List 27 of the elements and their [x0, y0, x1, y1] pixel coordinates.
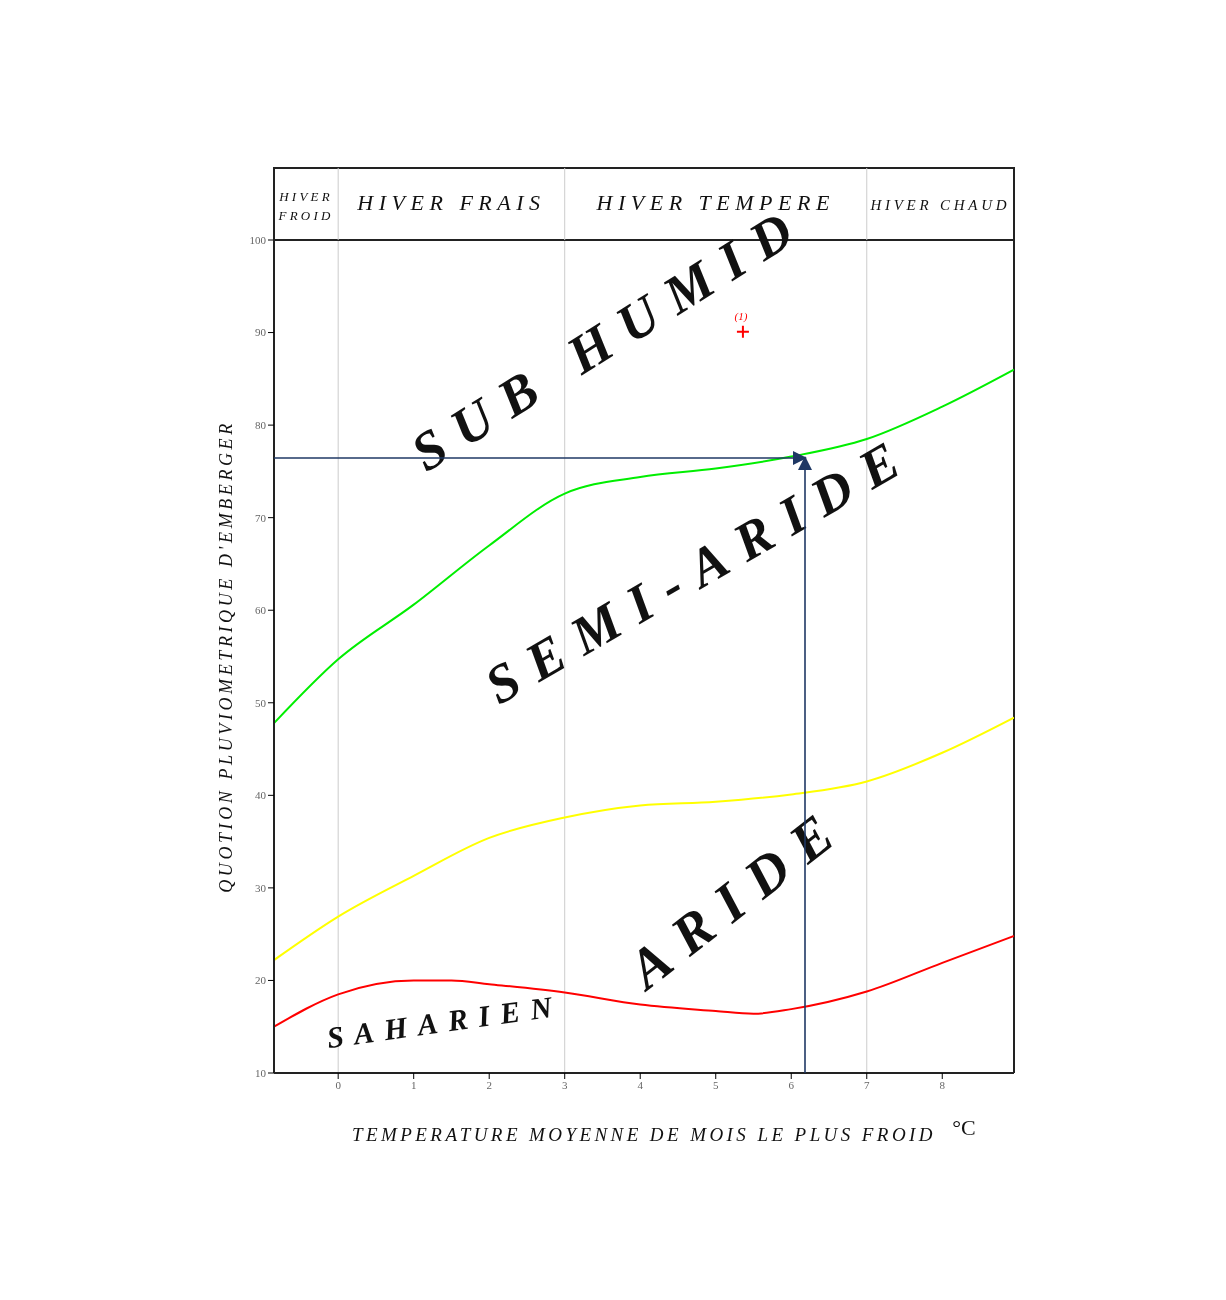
y-tick-label: 100	[249, 233, 267, 246]
y-tick-label: 10	[255, 1066, 267, 1079]
text: HIVER FROID	[277, 188, 334, 223]
x-tick-label: 3	[561, 1078, 568, 1091]
y-tick-label: 90	[255, 326, 267, 339]
x-tick-label: 4	[637, 1078, 644, 1091]
x-axis-title: TEMPERATURE MOYENNE DE MOIS LE PLUS FROID	[352, 1124, 936, 1145]
x-tick-label: 7	[864, 1078, 871, 1091]
y-tick-label: 60	[255, 604, 267, 617]
text: HIVER CHAUD	[869, 197, 1011, 213]
x-tick-label: 1	[410, 1078, 417, 1091]
x-tick-label: 2	[486, 1078, 492, 1091]
y-tick-label: 70	[255, 511, 267, 524]
x-tick-label: 6	[788, 1078, 795, 1091]
y-tick-label: 20	[255, 974, 267, 987]
y-tick-label: 30	[255, 881, 267, 894]
x-tick-label: 8	[939, 1078, 946, 1091]
text: HIVER TEMPERE	[595, 190, 835, 215]
y-axis-title: QUOTION PLUVIOMETRIQUE D'EMBERGER	[216, 420, 237, 893]
text: HIVER FRAIS	[356, 190, 546, 215]
x-tick-label: 0	[335, 1078, 342, 1091]
y-tick-label: 40	[255, 789, 267, 802]
y-tick-label: 80	[255, 419, 267, 432]
text: °C	[952, 1115, 976, 1140]
x-tick-label: 5	[712, 1078, 719, 1091]
y-tick-label: 50	[255, 696, 267, 709]
annotation: SAHARIEN	[324, 988, 565, 1055]
